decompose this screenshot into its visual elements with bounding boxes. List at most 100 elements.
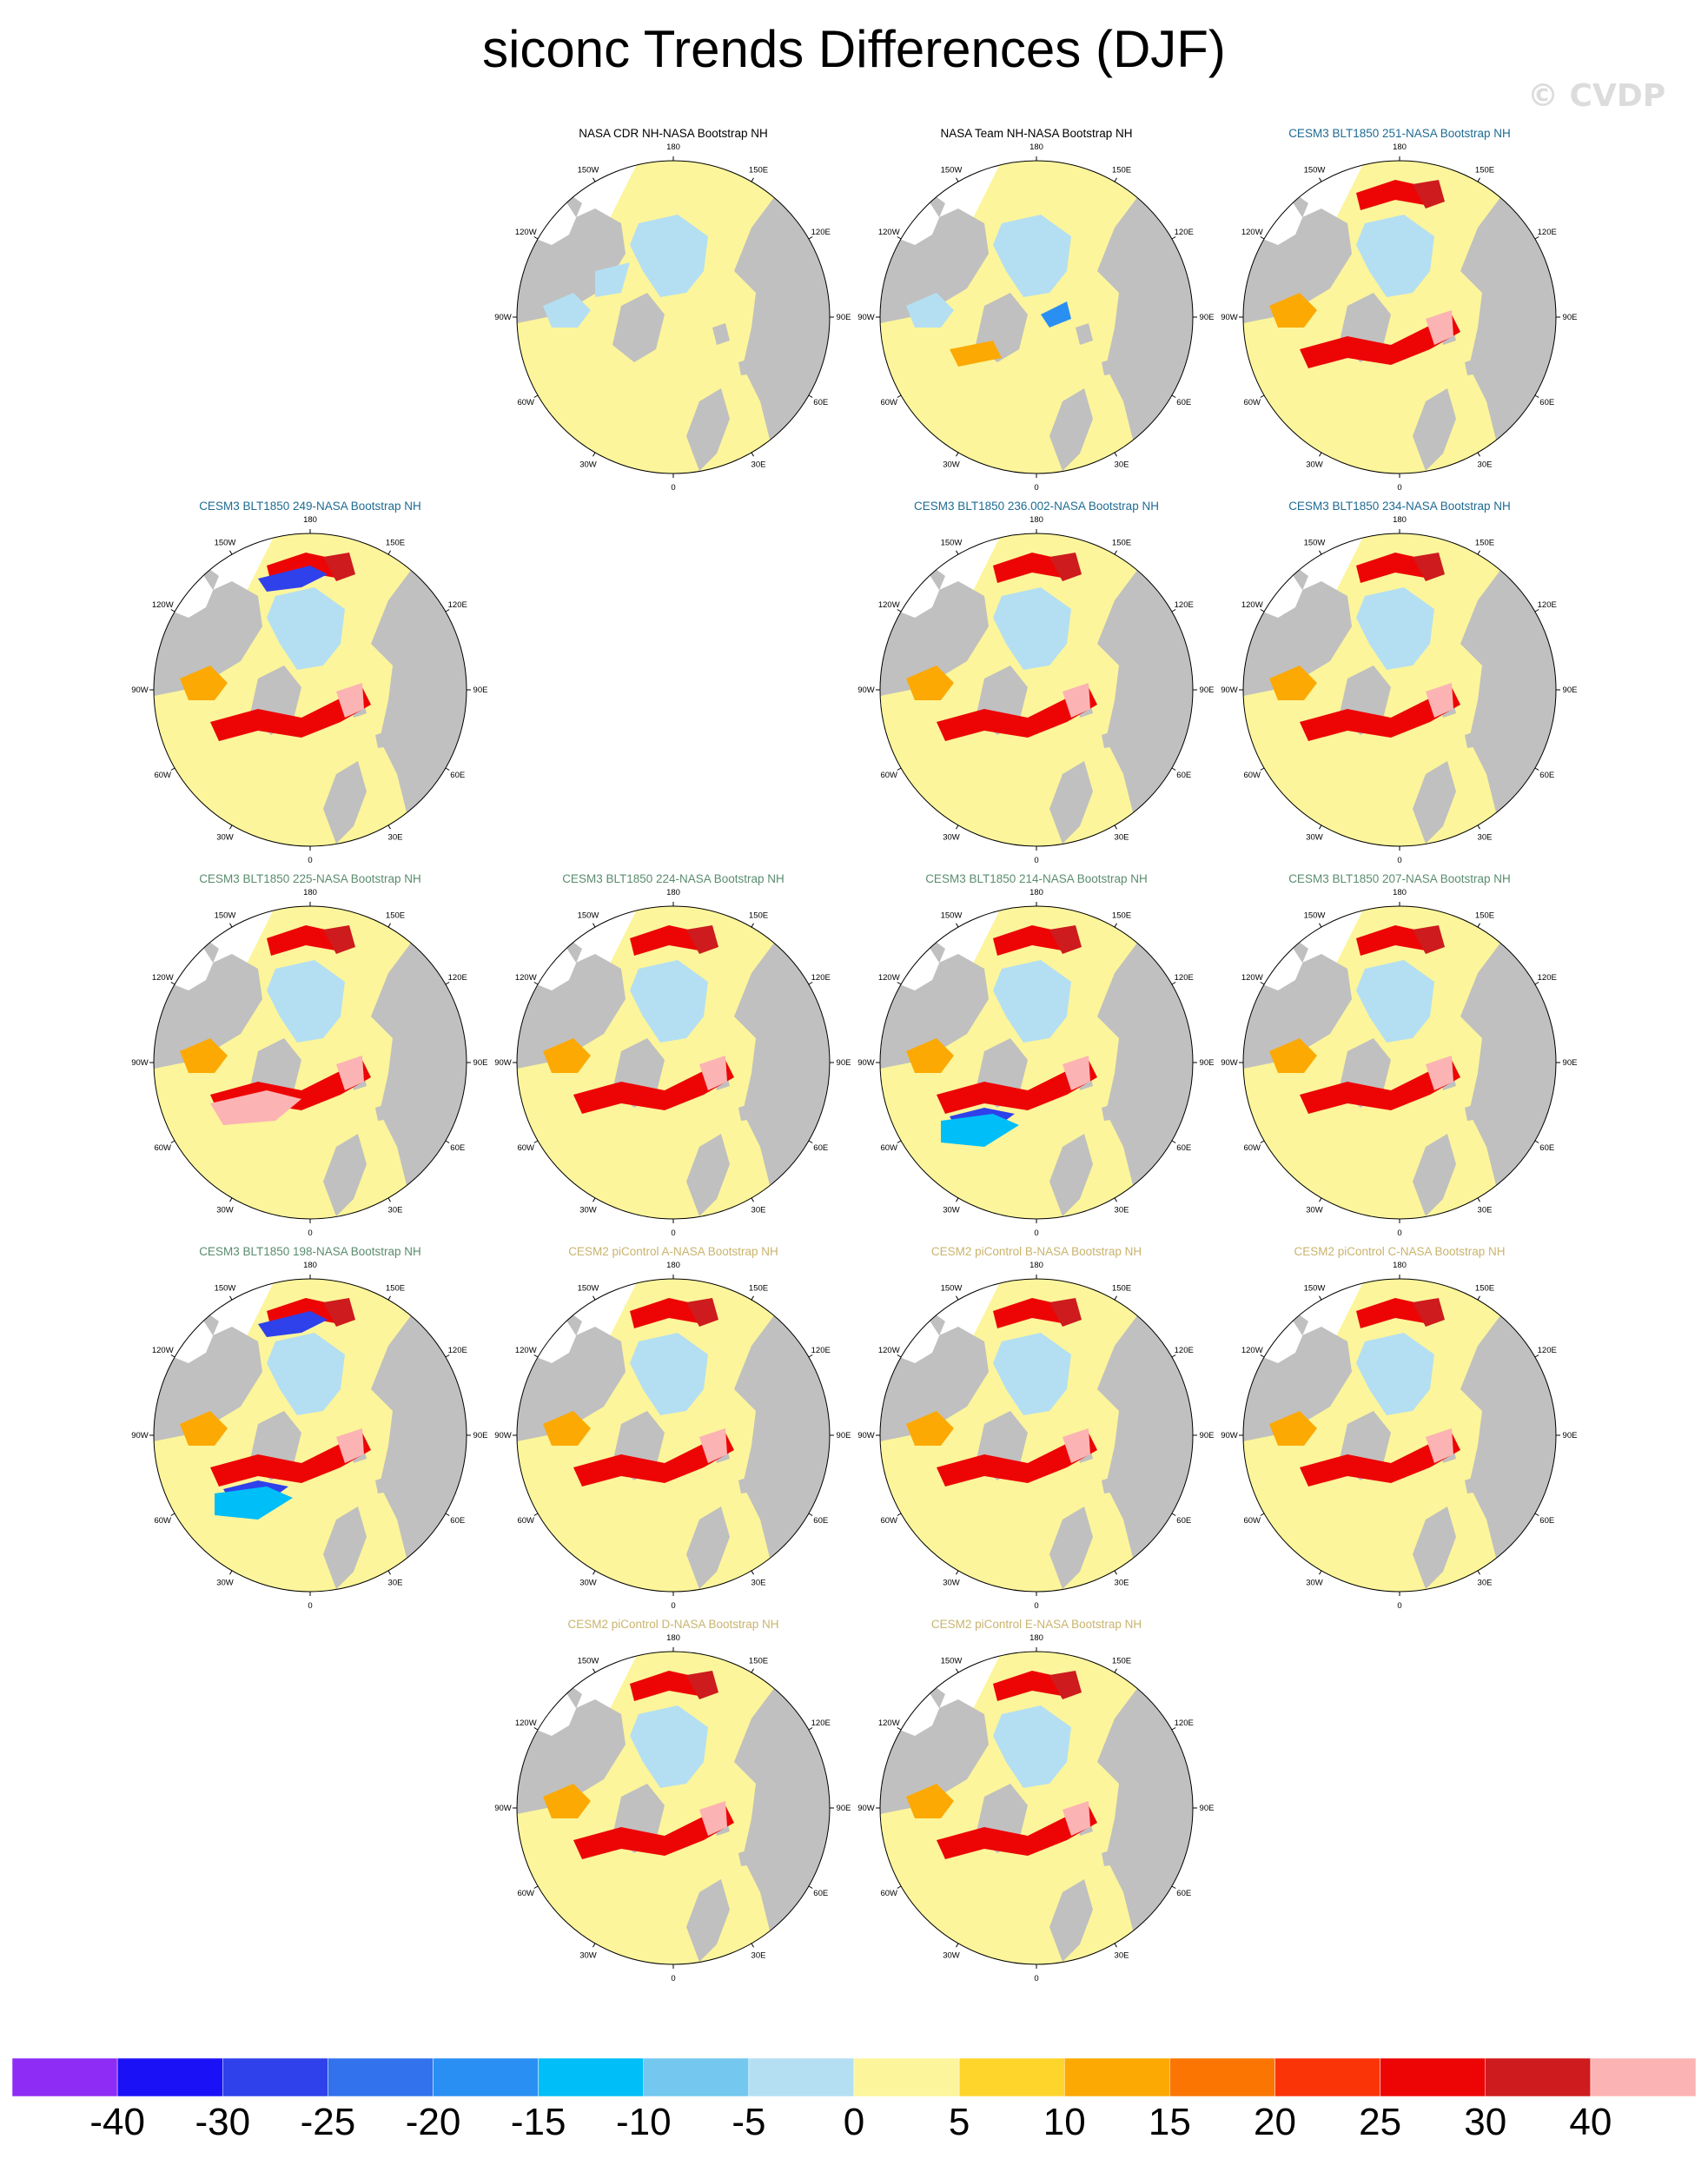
- colorbar-label: 25: [1359, 2101, 1402, 2143]
- map-panel-nasa-team: NASA Team NH-NASA Bootstrap NH 180 150E 12…: [854, 127, 1219, 493]
- map-panel-cesm3-224: CESM3 BLT1850 224-NASA Bootstrap NH 180 1…: [491, 872, 856, 1239]
- longitude-label: 60E: [1176, 771, 1191, 780]
- barents-pink-anomaly: [336, 1428, 364, 1463]
- colorbar-label: 15: [1148, 2101, 1191, 2143]
- longitude-tick: [1477, 923, 1480, 928]
- longitude-tick: [170, 609, 175, 613]
- colorbar-box: [748, 2058, 855, 2097]
- longitude-tick: [445, 1140, 450, 1143]
- longitude-tick: [593, 1295, 596, 1301]
- hudson-bay-anomaly: [543, 1784, 591, 1818]
- land-north-america: [517, 1294, 626, 1441]
- longitude-label: 150W: [578, 1656, 599, 1665]
- longitude-label: 30E: [751, 460, 766, 470]
- okhotsk-anomaly: [1413, 1298, 1445, 1327]
- longitude-label: 120E: [1175, 228, 1194, 237]
- land-scandinavia: [1413, 1134, 1456, 1216]
- longitude-tick: [1171, 1885, 1176, 1889]
- pacific-blue-anomaly: [258, 566, 328, 592]
- panel-title: CESM3 BLT1850 236.002-NASA Bootstrap NH: [914, 500, 1159, 513]
- colorbar-box: [1380, 2058, 1486, 2097]
- colorbar-box: [12, 2058, 118, 2097]
- longitude-tick: [1319, 452, 1322, 457]
- longitude-tick: [445, 982, 450, 985]
- polar-map: 180 150E 120E 90E 60E 30E 0 30W 60W 90W 120W 150W: [1221, 1261, 1578, 1611]
- longitude-tick: [1260, 236, 1265, 240]
- land-north-america: [517, 1666, 626, 1814]
- longitude-tick: [897, 236, 902, 240]
- colorbar-box: [1485, 2058, 1592, 2097]
- longitude-label: 150W: [941, 165, 963, 175]
- labrador-pink-anomaly: [210, 1090, 301, 1125]
- land-greenland: [612, 293, 665, 362]
- land-scandinavia: [1049, 1879, 1093, 1962]
- longitude-label: 30W: [943, 833, 960, 843]
- longitude-label: 180: [1029, 515, 1043, 525]
- longitude-label: 30E: [1478, 1579, 1493, 1588]
- longitude-label: 60W: [880, 1143, 897, 1153]
- longitude-label: 90E: [1563, 1431, 1578, 1440]
- longitude-tick: [1114, 1570, 1117, 1575]
- longitude-tick: [1171, 1513, 1176, 1516]
- land-scandinavia: [1413, 1506, 1456, 1589]
- land-scandinavia: [323, 1506, 367, 1589]
- longitude-tick: [808, 1513, 813, 1516]
- longitude-label: 0: [1397, 1228, 1401, 1238]
- longitude-label: 60E: [1176, 1889, 1191, 1898]
- hudson-bay-anomaly: [906, 666, 954, 700]
- panel-title: CESM3 BLT1850 224-NASA Bootstrap NH: [562, 872, 784, 885]
- longitude-label: 90W: [494, 1431, 512, 1440]
- barents-pink-anomaly: [1063, 683, 1090, 718]
- map-panel-cesm2-b: CESM2 piControl B-NASA Bootstrap NH 180 1…: [854, 1245, 1219, 1612]
- arctic-basin-anomaly: [267, 960, 345, 1043]
- barents-pink-anomaly: [1063, 1056, 1090, 1090]
- longitude-label: 60E: [1539, 398, 1554, 407]
- longitude-tick: [387, 824, 391, 830]
- longitude-tick: [593, 1197, 596, 1202]
- longitude-tick: [1477, 1295, 1480, 1301]
- longitude-tick: [897, 982, 902, 985]
- hudson-bay-anomaly: [906, 1038, 954, 1073]
- arctic-basin-anomaly: [1356, 960, 1434, 1043]
- map-panel-cesm3-234: CESM3 BLT1850 234-NASA Bootstrap NH 180 1…: [1217, 500, 1582, 866]
- longitude-tick: [1171, 1727, 1176, 1731]
- land-novaya-zemlya: [1102, 1103, 1116, 1121]
- polar-map: 180 150E 120E 90E 60E 30E 0 30W 60W 90W 120W 150W: [494, 888, 851, 1238]
- longitude-label: 30W: [1306, 1579, 1323, 1588]
- map-panel-nasa-cdr: NASA CDR NH-NASA Bootstrap NH 180 150E 120…: [491, 127, 856, 493]
- longitude-label: 90W: [131, 1431, 149, 1440]
- barents-pink-anomaly: [336, 1056, 364, 1090]
- longitude-tick: [956, 1570, 959, 1575]
- longitude-tick: [1477, 1197, 1480, 1202]
- longitude-tick: [533, 236, 539, 240]
- longitude-label: 60W: [517, 398, 534, 407]
- longitude-tick: [593, 177, 596, 182]
- longitude-tick: [751, 1197, 754, 1202]
- longitude-label: 90W: [494, 313, 512, 322]
- longitude-label: 150E: [1475, 165, 1494, 175]
- longitude-label: 30W: [216, 833, 234, 843]
- map-panel-cesm3-214: CESM3 BLT1850 214-NASA Bootstrap NH 180 1…: [854, 872, 1219, 1239]
- land-scandinavia: [323, 761, 367, 844]
- longitude-label: 150E: [1112, 1656, 1131, 1665]
- longitude-tick: [445, 767, 450, 771]
- land-north-america: [1243, 175, 1352, 323]
- longitude-label: 90W: [1221, 313, 1238, 322]
- longitude-label: 120W: [515, 973, 537, 983]
- longitude-label: 0: [1397, 483, 1401, 493]
- land-novaya-zemlya: [1102, 1849, 1116, 1866]
- polar-map: 180 150E 120E 90E 60E 30E 0 30W 60W 90W 120W 150W: [131, 888, 487, 1238]
- longitude-label: 60E: [813, 1516, 828, 1526]
- colorbar-box: [1064, 2058, 1170, 2097]
- land-scandinavia: [686, 1879, 730, 1962]
- longitude-tick: [533, 394, 539, 398]
- land-north-america: [880, 548, 989, 696]
- longitude-label: 90W: [1221, 1058, 1238, 1068]
- longitude-label: 0: [671, 483, 675, 493]
- longitude-label: 150W: [1304, 165, 1326, 175]
- panel-title: CESM3 BLT1850 207-NASA Bootstrap NH: [1288, 872, 1511, 885]
- colorbar-label: -5: [732, 2101, 766, 2143]
- longitude-tick: [1114, 177, 1117, 182]
- longitude-tick: [897, 1513, 902, 1516]
- longitude-label: 60E: [1539, 1516, 1554, 1526]
